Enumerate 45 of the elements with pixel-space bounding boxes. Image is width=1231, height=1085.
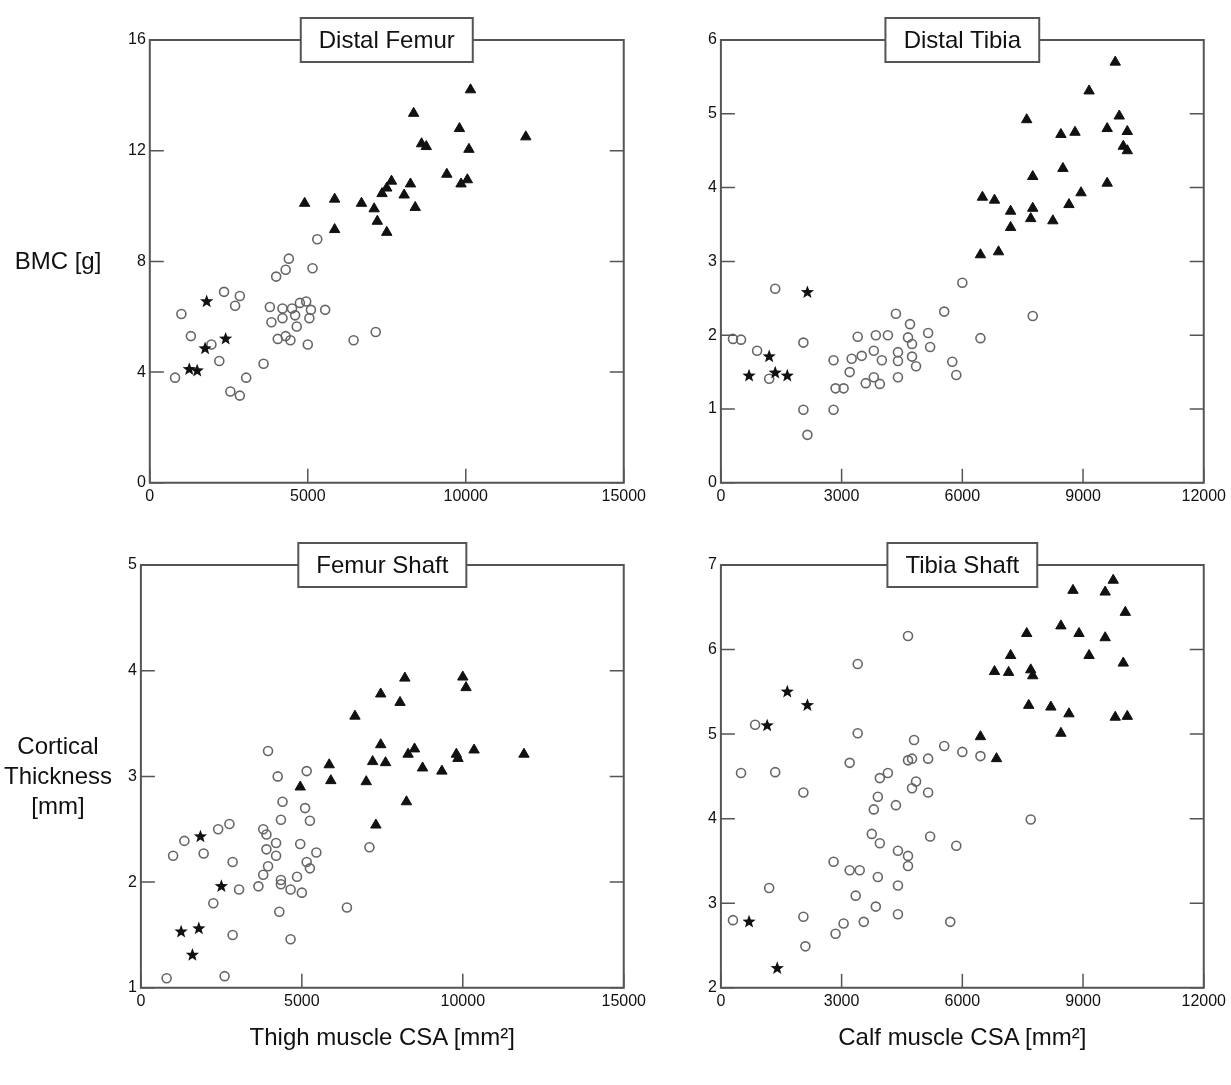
x-tick-label: 6000: [944, 991, 981, 1009]
y-tick-label: 16: [128, 30, 146, 48]
x-axis-title: Thigh muscle CSA [mm²]: [248, 1023, 516, 1051]
chart-title: Distal Tibia: [903, 25, 1022, 53]
y-axis-title: BMC [g]: [13, 246, 103, 277]
y-tick-label: 7: [707, 555, 717, 573]
y-tick-label: 0: [707, 473, 717, 491]
y-tick-label: 3: [707, 251, 717, 269]
y-tick-label: 1: [707, 399, 717, 417]
y-tick-label: 8: [136, 251, 146, 269]
x-tick-label: 10000: [443, 486, 489, 504]
y-tick-label: 3: [707, 893, 717, 911]
y-tick-label: 4: [707, 178, 717, 196]
x-tick-label: 9000: [1065, 486, 1101, 504]
x-tick-label: 9000: [1065, 991, 1101, 1009]
y-tick-label: 4: [707, 809, 717, 827]
y-tick-label: 4: [136, 362, 146, 380]
y-tick-label: 1: [127, 978, 137, 996]
y-tick-label: 6: [707, 639, 717, 657]
y-tick-label: 2: [127, 872, 137, 890]
x-tick-label: 5000: [284, 991, 320, 1009]
y-tick-label: 3: [127, 766, 137, 784]
y-tick-label: 12: [128, 141, 146, 159]
x-tick-label: 12000: [1181, 486, 1227, 504]
chart-title: Distal Femur: [318, 25, 455, 53]
x-tick-label: 15000: [601, 486, 647, 504]
y-tick-label: 2: [707, 325, 717, 343]
y-tick-label: 0: [136, 473, 146, 491]
y-tick-label: 5: [707, 724, 717, 742]
x-tick-label: 12000: [1181, 991, 1227, 1009]
y-tick-label: 5: [707, 104, 717, 122]
x-tick-label: 3000: [823, 991, 860, 1009]
x-axis-title: Calf muscle CSA [mm²]: [837, 1023, 1088, 1051]
y-axis-title: Cortical Thickness [mm]: [2, 731, 113, 822]
chart-title: Tibia Shaft: [905, 550, 1020, 578]
x-tick-label: 6000: [944, 486, 981, 504]
x-tick-label: 15000: [601, 991, 647, 1009]
x-tick-label: 3000: [823, 486, 860, 504]
x-tick-label: 5000: [289, 486, 326, 504]
y-tick-label: 2: [707, 978, 717, 996]
x-tick-label: 10000: [440, 991, 486, 1009]
y-tick-label: 6: [707, 30, 717, 48]
chart-title: Femur Shaft: [316, 550, 449, 578]
y-tick-label: 5: [127, 555, 137, 573]
y-tick-label: 4: [127, 661, 137, 679]
